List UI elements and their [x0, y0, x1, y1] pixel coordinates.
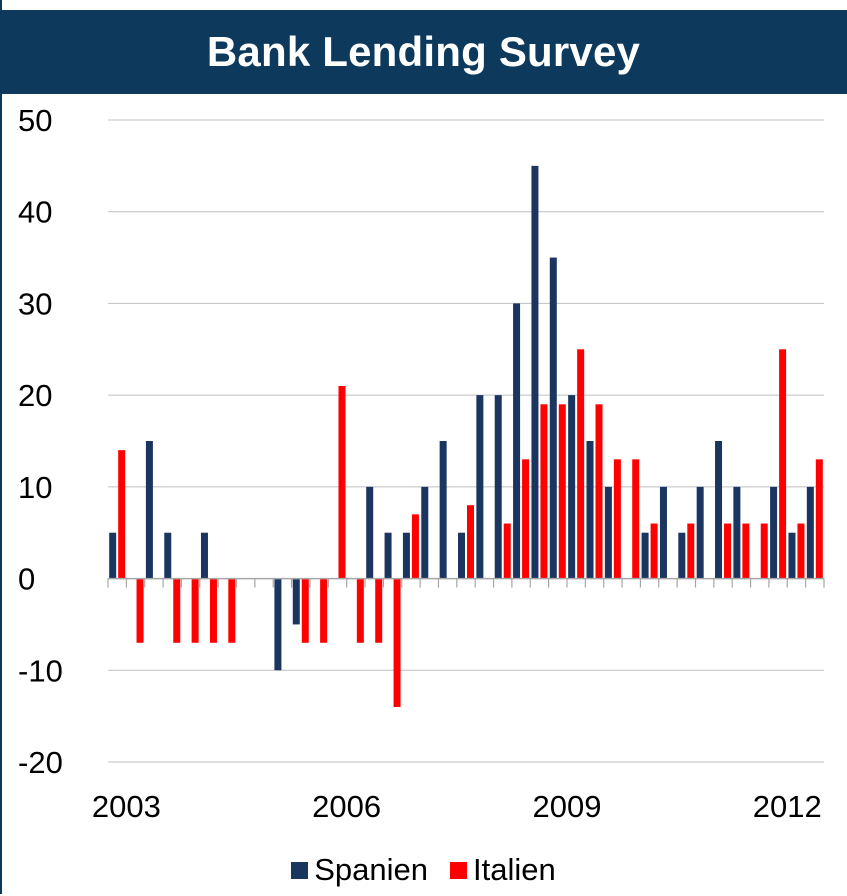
bar-spanien	[788, 532, 796, 579]
bar-italien	[467, 505, 474, 579]
x-axis	[107, 577, 825, 588]
bar-italien	[760, 523, 768, 579]
bar-spanien	[402, 532, 410, 579]
bar-italien	[301, 578, 309, 643]
bar-italien	[577, 349, 585, 579]
bar-spanien	[733, 486, 741, 579]
y-tick-label: 50	[18, 103, 52, 138]
bar-italien	[320, 578, 328, 643]
legend: Spanien Italien	[0, 848, 847, 892]
bar-italien	[375, 578, 383, 643]
bar-italien	[228, 578, 236, 643]
bar-chart: 50 40 30 20 10 0 -10 -20 2003 2006 2009 2012	[18, 103, 825, 824]
bar-italien	[411, 514, 419, 579]
legend-item-italien: Italien	[450, 852, 556, 888]
bar-italien	[558, 404, 566, 579]
y-tick-label: 0	[18, 562, 35, 597]
chart-title: Bank Lending Survey	[206, 28, 641, 75]
bar-spanien	[274, 578, 282, 671]
x-tick-label: 2006	[312, 789, 381, 824]
y-tick-label: 20	[18, 378, 52, 413]
legend-label-spanien: Spanien	[314, 852, 429, 887]
bar-spanien	[421, 486, 429, 579]
x-tick-label: 2012	[753, 789, 822, 824]
bar-spanien	[145, 441, 153, 579]
legend-swatch-spanien	[291, 861, 309, 879]
legend-label-italien: Italien	[473, 852, 556, 887]
bar-italien	[503, 523, 511, 579]
bar-spanien	[200, 532, 208, 579]
legend-item-spanien: Spanien	[291, 852, 428, 888]
y-axis-tick-labels: 50 40 30 20 10 0 -10 -20	[18, 103, 63, 780]
bar-spanien	[604, 486, 612, 579]
bar-spanien	[696, 486, 704, 579]
bar-spanien	[292, 578, 300, 625]
bar-spanien	[641, 532, 649, 579]
bar-italien	[338, 385, 346, 579]
bar-italien	[650, 523, 658, 579]
bar-spanien	[109, 532, 117, 579]
bar-italien	[724, 523, 732, 579]
bar-italien	[209, 578, 217, 643]
bar-italien	[136, 578, 144, 643]
bar-italien	[779, 349, 787, 579]
bar-spanien	[513, 303, 521, 579]
bar-spanien	[806, 486, 814, 579]
y-tick-label: 30	[18, 286, 52, 321]
bar-italien	[687, 523, 695, 579]
bar-spanien	[439, 441, 447, 579]
bar-italien	[173, 578, 181, 643]
bar-spanien	[458, 532, 465, 579]
bar-spanien	[494, 395, 502, 579]
x-tick-label: 2009	[532, 789, 601, 824]
bar-spanien	[531, 165, 539, 579]
x-axis-tick-labels: 2003 2006 2009 2012	[92, 789, 822, 824]
bar-spanien	[678, 532, 686, 579]
x-tick-label: 2003	[92, 789, 161, 824]
bar-italien	[742, 523, 750, 579]
chart-title-bar: Bank Lending Survey	[0, 10, 847, 94]
bar-spanien	[366, 486, 374, 579]
bar-spanien	[164, 532, 172, 579]
bar-italien	[393, 578, 401, 707]
bar-italien	[356, 578, 364, 643]
y-tick-label: -10	[18, 653, 63, 688]
bar-spanien	[586, 441, 594, 579]
grid-lines	[108, 119, 824, 763]
bar-italien	[522, 459, 530, 579]
y-tick-label: 10	[18, 470, 52, 505]
bar-italien	[632, 459, 640, 579]
bar-italien	[613, 459, 621, 579]
bar-spanien	[568, 395, 576, 579]
y-tick-label: 40	[18, 195, 52, 230]
bar-spanien	[659, 486, 667, 579]
bars	[109, 165, 823, 707]
bar-italien	[540, 404, 548, 579]
y-tick-label: -20	[18, 745, 63, 780]
bar-italien	[191, 578, 199, 643]
bar-spanien	[715, 441, 723, 579]
bar-spanien	[770, 486, 778, 579]
bar-spanien	[476, 395, 484, 579]
legend-swatch-italien	[450, 861, 468, 879]
bar-italien	[797, 523, 805, 579]
bar-italien	[595, 404, 603, 579]
bar-italien	[118, 450, 126, 579]
bar-spanien	[549, 257, 557, 579]
bar-italien	[815, 459, 823, 579]
bar-spanien	[384, 532, 392, 579]
